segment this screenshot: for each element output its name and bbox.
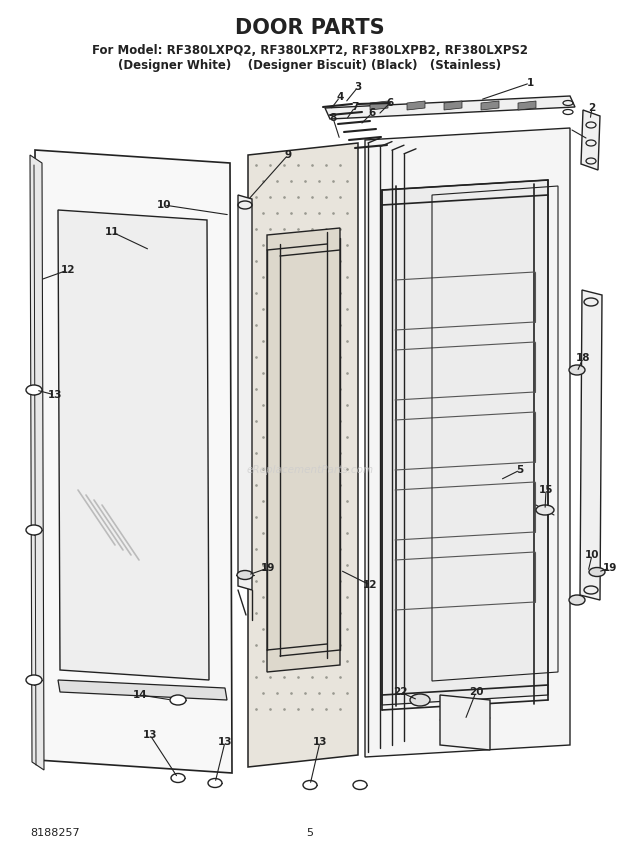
Text: 7: 7 [352,102,359,112]
Text: 6: 6 [368,108,376,118]
Polygon shape [248,143,358,767]
Text: 8: 8 [329,113,337,123]
Polygon shape [35,150,232,773]
Text: 13: 13 [143,730,157,740]
Polygon shape [382,180,548,705]
Text: 12: 12 [363,580,377,590]
Ellipse shape [26,385,42,395]
Text: 18: 18 [576,353,590,363]
Text: 6: 6 [386,98,394,108]
Ellipse shape [303,781,317,789]
Text: 13: 13 [218,737,232,747]
Polygon shape [518,101,536,110]
Polygon shape [325,96,575,119]
Text: 13: 13 [312,737,327,747]
Text: 12: 12 [61,265,75,275]
Polygon shape [581,110,600,170]
Text: 11: 11 [105,227,119,237]
Ellipse shape [170,695,186,705]
Text: 5: 5 [516,465,524,475]
Ellipse shape [26,525,42,535]
Text: For Model: RF380LXPQ2, RF380LXPT2, RF380LXPB2, RF380LXPS2: For Model: RF380LXPQ2, RF380LXPT2, RF380… [92,44,528,56]
Polygon shape [440,695,490,750]
Text: 13: 13 [48,390,62,400]
Ellipse shape [410,694,430,706]
Ellipse shape [171,774,185,782]
Text: 2: 2 [588,103,596,113]
Polygon shape [481,101,499,110]
Ellipse shape [569,595,585,605]
Text: 22: 22 [392,687,407,697]
Polygon shape [267,228,340,672]
Polygon shape [370,101,388,110]
Text: 19: 19 [603,563,617,573]
Polygon shape [365,128,570,757]
Text: 14: 14 [133,690,148,700]
Polygon shape [58,210,209,680]
Ellipse shape [536,505,554,515]
Ellipse shape [589,568,605,576]
Polygon shape [444,101,462,110]
Text: 20: 20 [469,687,483,697]
Text: 5: 5 [306,828,314,838]
Text: DOOR PARTS: DOOR PARTS [235,18,385,38]
Text: 15: 15 [539,485,553,495]
Polygon shape [580,290,602,600]
Text: 3: 3 [355,82,361,92]
Text: 10: 10 [157,200,171,210]
Text: 19: 19 [261,563,275,573]
Text: 10: 10 [585,550,600,560]
Ellipse shape [26,675,42,685]
Ellipse shape [208,778,222,788]
Polygon shape [238,195,252,590]
Text: 8188257: 8188257 [30,828,79,838]
Polygon shape [407,101,425,110]
Ellipse shape [569,365,585,375]
Text: 9: 9 [285,150,291,160]
Text: (Designer White)    (Designer Biscuit) (Black)   (Stainless): (Designer White) (Designer Biscuit) (Bla… [118,58,502,72]
Ellipse shape [353,781,367,789]
Ellipse shape [237,570,253,580]
Polygon shape [30,155,44,770]
Text: 4: 4 [336,92,343,102]
Polygon shape [58,680,227,700]
Text: eReplacementParts.com: eReplacementParts.com [246,465,374,475]
Text: 1: 1 [526,78,534,88]
